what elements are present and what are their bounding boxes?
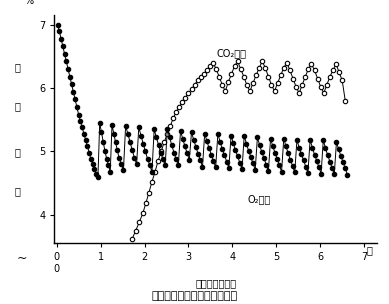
Text: 度: 度 [14,187,21,196]
Text: %: % [24,0,33,6]
Text: 日: 日 [366,245,372,255]
Text: CO₂濃度: CO₂濃度 [217,48,247,58]
Text: O₂濃度: O₂濃度 [248,194,271,204]
Text: ス: ス [14,102,21,111]
Text: ~: ~ [17,252,27,265]
Text: ガ: ガ [14,62,21,72]
Text: 濃: 濃 [14,147,21,157]
X-axis label: 貯　蔵　日　数: 貯 蔵 日 数 [195,278,237,288]
Text: 図３　貯蔵中ガス濃度の変化: 図３ 貯蔵中ガス濃度の変化 [151,291,238,301]
